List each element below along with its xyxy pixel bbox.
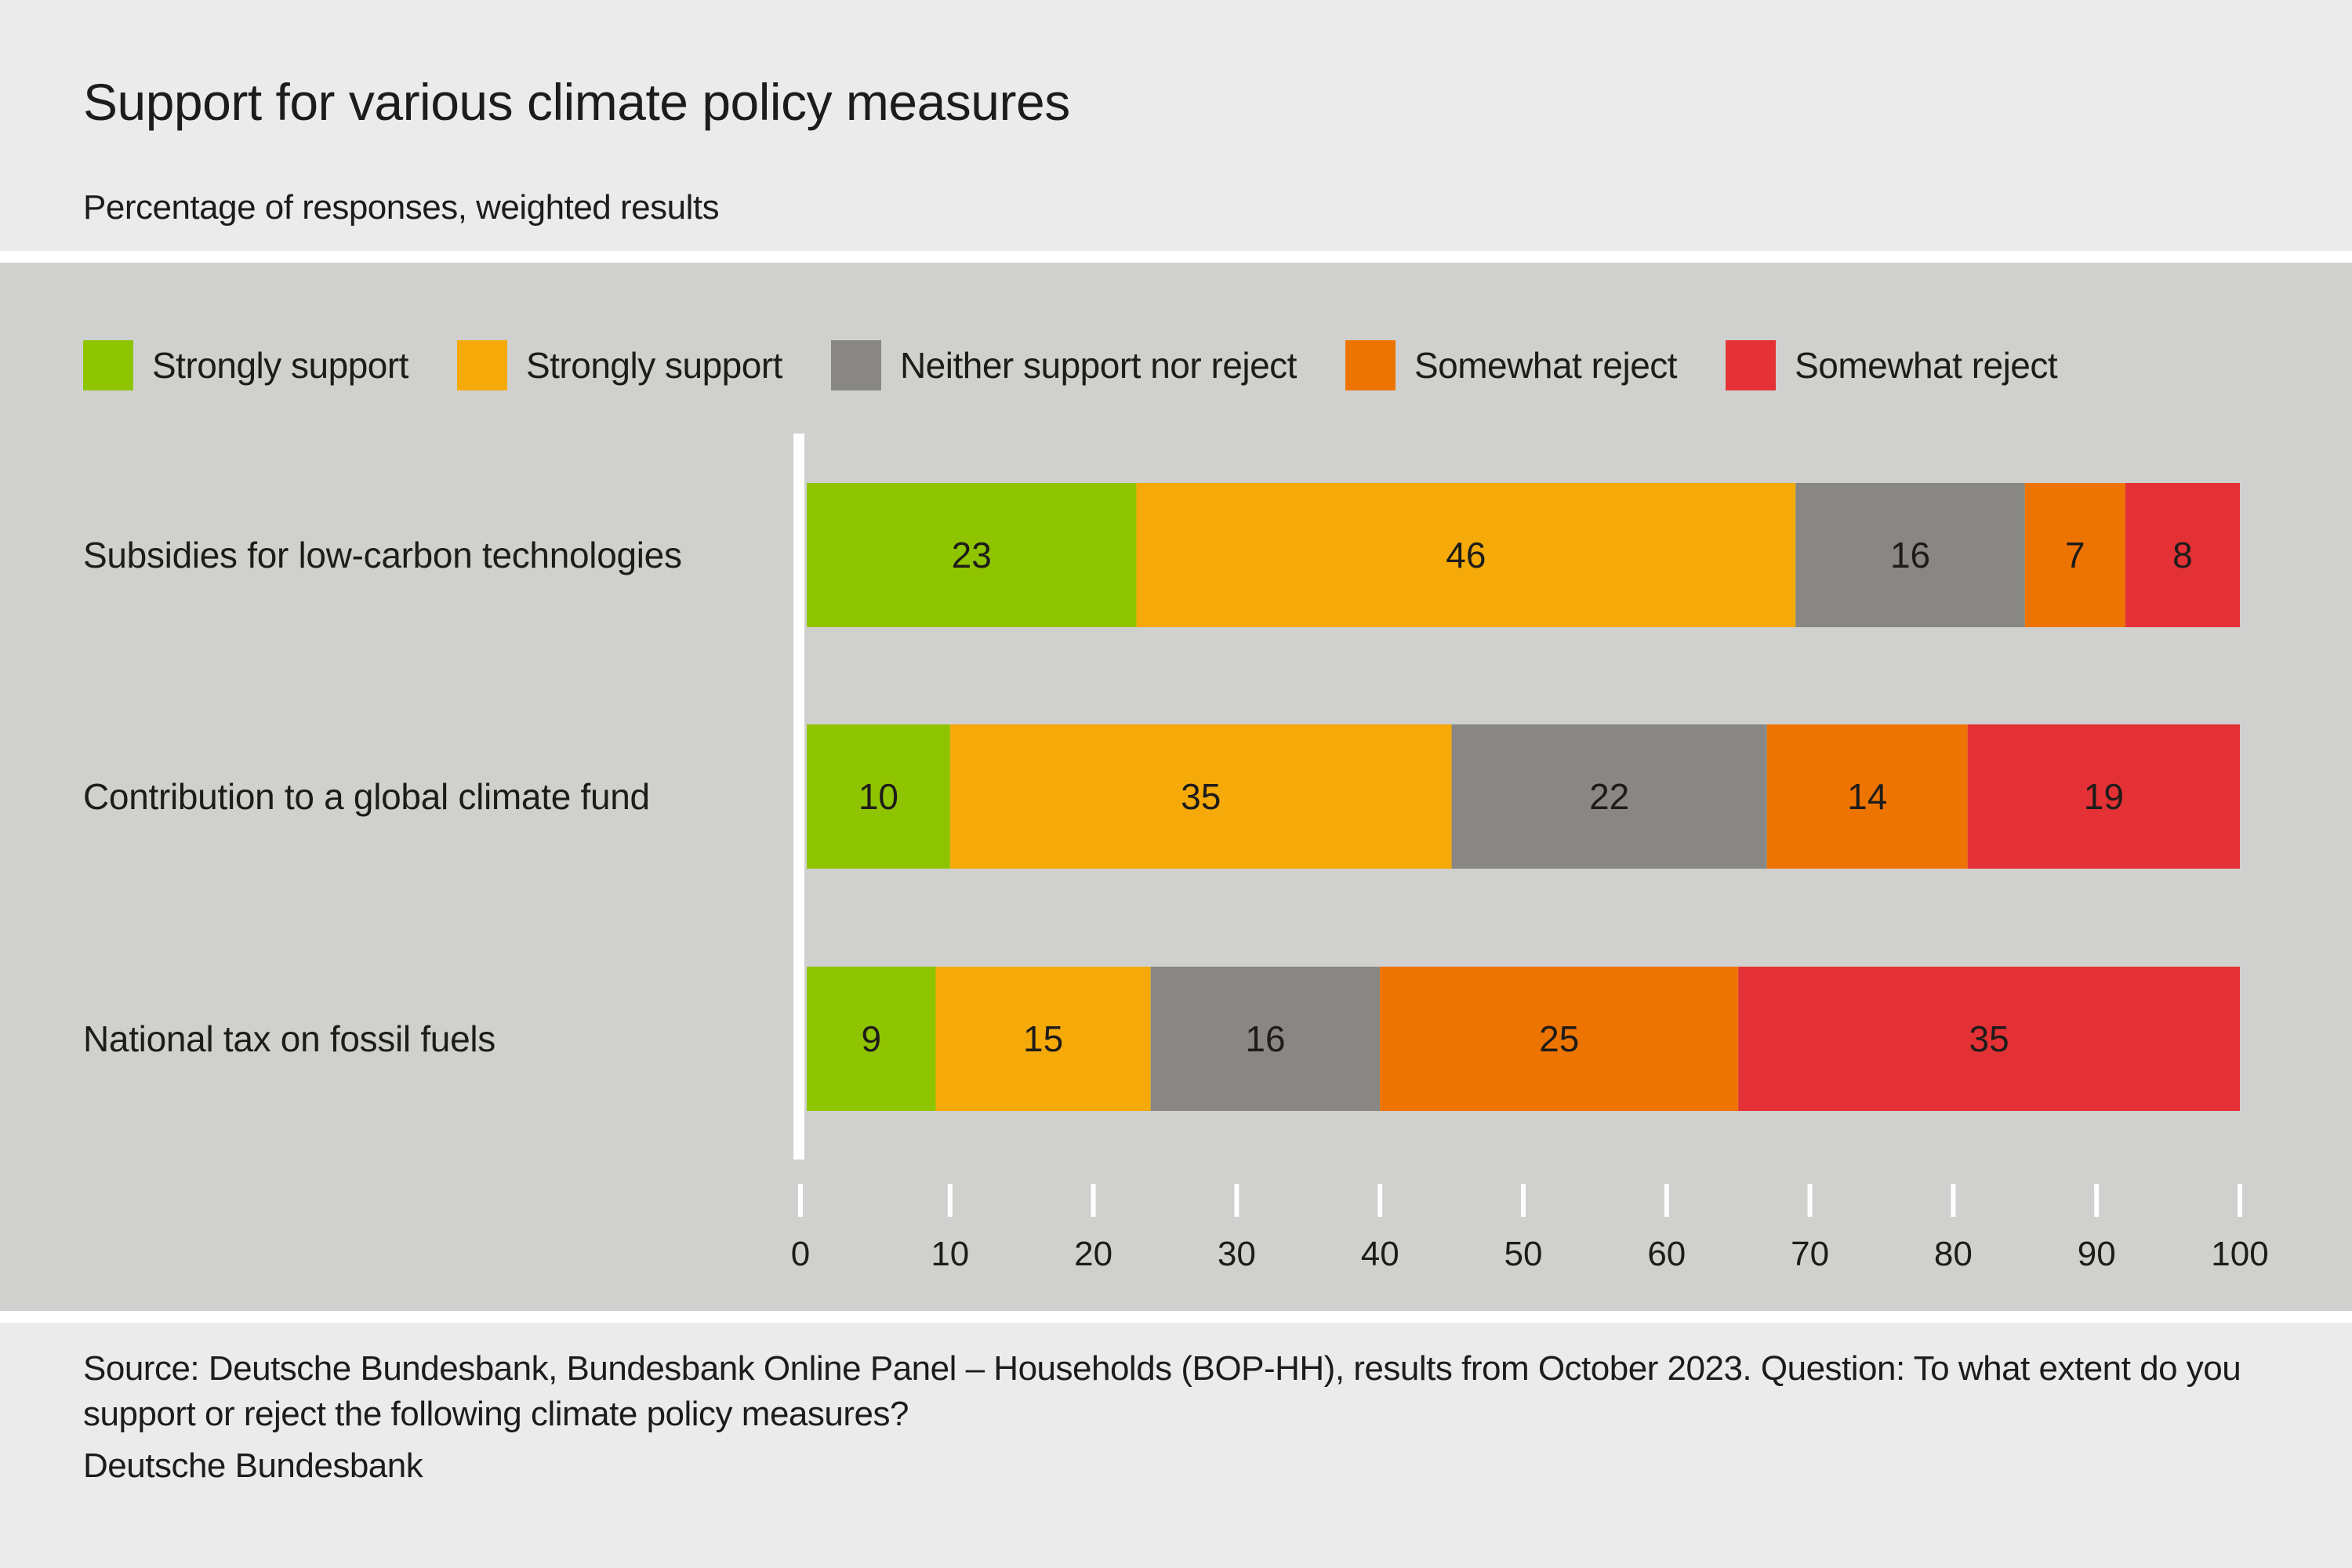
x-tick-label: 30 (1218, 1235, 1256, 1273)
bar-segment (2024, 483, 2125, 627)
legend-item-somewhat-reject-orange: Somewhat reject (1345, 340, 1678, 390)
x-tick-label: 90 (2078, 1235, 2116, 1273)
data-label: 14 (1847, 776, 1887, 817)
legend-label: Strongly support (152, 345, 408, 386)
data-label: 22 (1589, 776, 1629, 817)
legend-item-strongly-support-yellow: Strongly support (456, 340, 782, 390)
category-label: Contribution to a global climate fund (83, 776, 650, 817)
legend-swatch (830, 340, 881, 390)
data-label: 19 (2084, 776, 2124, 817)
x-tick-label: 40 (1361, 1235, 1399, 1273)
bar-segment (949, 724, 1452, 869)
bar-segment (1136, 483, 1796, 627)
x-tick-label: 20 (1074, 1235, 1112, 1273)
x-tick-label: 0 (791, 1235, 810, 1273)
legend: Strongly support Strongly support Neithe… (83, 340, 2058, 390)
legend-label: Somewhat reject (1795, 345, 2058, 386)
data-label: 8 (2172, 535, 2193, 575)
y-axis-line (793, 434, 804, 1160)
x-tick (1807, 1184, 1813, 1217)
x-tick-label: 80 (1934, 1235, 1973, 1273)
bar-group: 10 35 22 14 19 (807, 724, 2240, 869)
bar-segment (2125, 483, 2240, 627)
legend-item-strongly-support-green: Strongly support (83, 340, 408, 390)
chart-footer: Source: Deutsche Bundesbank, Bundesbank … (0, 1323, 2352, 1568)
chart-title: Support for various climate policy measu… (83, 73, 1070, 131)
legend-item-somewhat-reject-red: Somewhat reject (1726, 340, 2058, 390)
x-tick-label: 100 (2211, 1235, 2268, 1273)
x-tick (2238, 1184, 2242, 1217)
x-tick (947, 1184, 953, 1217)
bar-segment (807, 724, 950, 869)
legend-swatch (456, 340, 507, 390)
data-label: 9 (861, 1018, 881, 1059)
data-label: 7 (2065, 535, 2085, 575)
bar-segment (935, 967, 1151, 1111)
data-label: 15 (1023, 1018, 1063, 1059)
legend-swatch (83, 340, 133, 390)
bar-segment (1738, 967, 2240, 1111)
data-label: 16 (1890, 535, 1930, 575)
x-tick (1234, 1184, 1240, 1217)
chart-subtitle: Percentage of responses, weighted result… (83, 188, 720, 227)
x-tick-label: 50 (1504, 1235, 1543, 1273)
legend-label: Somewhat reject (1414, 345, 1678, 386)
bar-segment (807, 483, 1137, 627)
x-tick (798, 1184, 803, 1217)
bar-segment (1150, 967, 1381, 1111)
data-label: 25 (1539, 1018, 1579, 1059)
category-label: National tax on fossil fuels (83, 1018, 495, 1059)
category-label: Subsidies for low-carbon technologies (83, 535, 682, 575)
data-label: 10 (858, 776, 898, 817)
x-tick (1091, 1184, 1096, 1217)
chart-header: Support for various climate policy measu… (0, 0, 2352, 251)
top-divider (0, 251, 2352, 263)
data-label: 46 (1446, 535, 1486, 575)
source-note: Source: Deutsche Bundesbank, Bundesbank … (83, 1349, 2241, 1433)
x-tick (2094, 1184, 2100, 1217)
data-label: 35 (1969, 1018, 2009, 1059)
x-tick-label: 60 (1647, 1235, 1686, 1273)
bar-segment (1380, 967, 1739, 1111)
legend-label: Neither support nor reject (899, 345, 1298, 386)
bottom-divider (0, 1311, 2352, 1323)
legend-item-neither: Neither support nor reject (830, 340, 1298, 390)
legend-swatch (1726, 340, 1777, 390)
bar-segment (1795, 483, 2025, 627)
x-tick-label: 10 (931, 1235, 969, 1273)
legend-label: Strongly support (525, 345, 782, 386)
bar-group: 9 15 16 25 35 (807, 967, 2240, 1111)
x-tick-label: 70 (1791, 1235, 1829, 1273)
bar-segment (807, 967, 936, 1111)
x-tick (1521, 1184, 1526, 1217)
bar-segment (1451, 724, 1767, 869)
legend-swatch (1345, 340, 1396, 390)
x-tick (1377, 1184, 1383, 1217)
bar-group: 23 46 16 7 8 (807, 483, 2240, 627)
data-label: 16 (1245, 1018, 1285, 1059)
data-label: 35 (1181, 776, 1221, 817)
bar-segment (1967, 724, 2240, 869)
x-tick (1664, 1184, 1669, 1217)
bar-segment (1766, 724, 1968, 869)
publisher-label: Deutsche Bundesbank (83, 1446, 423, 1485)
data-label: 23 (952, 535, 992, 575)
x-tick (1951, 1184, 1956, 1217)
